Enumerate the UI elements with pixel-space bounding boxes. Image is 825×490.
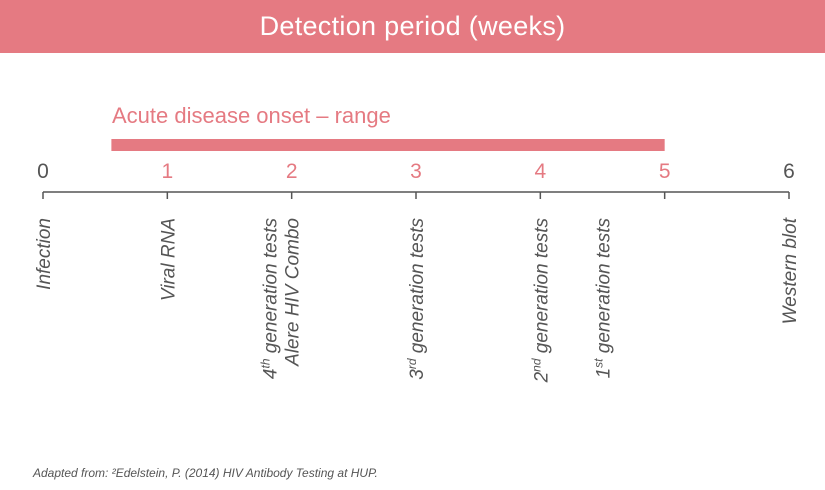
tick-label-3: 3 [410, 160, 422, 183]
event-label-2nd-generation-tests: 2nd generation tests [529, 218, 552, 384]
event-label-western-blot: Western blot [780, 217, 801, 324]
event-label-1st-generation-tests: 1st generation tests [592, 218, 615, 379]
tick-label-2: 2 [286, 160, 298, 183]
title-banner [0, 0, 825, 53]
event-label-viral-rna: Viral RNA [158, 218, 179, 301]
tick-label-1: 1 [161, 160, 173, 183]
acute-onset-range-bar [111, 139, 665, 151]
tick-label-6: 6 [783, 160, 795, 183]
range-label: Acute disease onset – range [112, 103, 391, 128]
tick-label-0: 0 [37, 160, 49, 183]
event-label-4th-generation-tests: Alere HIV Combo [283, 218, 304, 367]
event-label-3rd-generation-tests: 3rd generation tests [405, 218, 428, 380]
source-footnote: Adapted from: ²Edelstein, P. (2014) HIV … [33, 466, 378, 480]
diagram-title: Detection period (weeks) [259, 11, 566, 41]
tick-label-4: 4 [534, 160, 546, 183]
event-label-4th-generation-tests: 4th generation tests [259, 218, 282, 380]
event-label-infection: Infection [34, 218, 55, 290]
tick-label-5: 5 [659, 160, 671, 183]
